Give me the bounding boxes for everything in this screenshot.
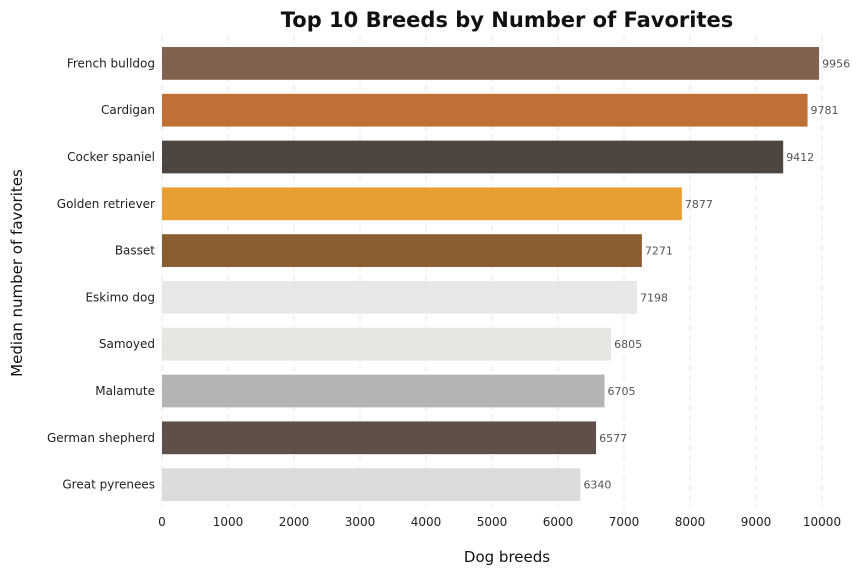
- labels: 0 1000 2000 3000 4000 5000 6000 7000 8000 9000 100…: [47, 56, 850, 529]
- bar: [162, 327, 612, 361]
- bar-value-label: 7877: [685, 198, 713, 211]
- bar: [162, 93, 808, 127]
- x-tick-label: 9000: [741, 515, 772, 529]
- bar-value-label: 6340: [583, 479, 611, 492]
- bar-value-label: 6805: [614, 338, 642, 351]
- x-tick-label: 10000: [803, 515, 841, 529]
- bar: [162, 468, 581, 501]
- bar-value-label: 9781: [811, 104, 839, 117]
- y-tick-label: Basset: [115, 244, 155, 258]
- bar: [162, 374, 605, 408]
- y-tick-label: Malamute: [95, 384, 155, 398]
- bar: [162, 187, 682, 221]
- bar-value-label: 9412: [786, 151, 814, 164]
- y-tick-label: Eskimo dog: [85, 290, 155, 304]
- bar: [162, 281, 638, 314]
- bar-value-label: 7271: [645, 245, 673, 258]
- x-tick-label: 6000: [543, 515, 574, 529]
- x-tick-label: 7000: [609, 515, 640, 529]
- x-tick-label: 5000: [477, 515, 508, 529]
- y-tick-label: French bulldog: [67, 56, 155, 70]
- bar: [162, 140, 784, 174]
- x-axis-label: Dog breeds: [464, 548, 550, 566]
- y-tick-label: Cardigan: [101, 103, 155, 117]
- chart-title: Top 10 Breeds by Number of Favorites: [281, 8, 734, 32]
- bars: [162, 47, 820, 501]
- x-tick-label: 1000: [213, 515, 244, 529]
- y-tick-label: Great pyrenees: [62, 478, 155, 492]
- bar-value-label: 7198: [640, 291, 668, 304]
- bar: [162, 47, 820, 80]
- bar-value-label: 9956: [822, 57, 850, 70]
- y-axis-label: Median number of favorites: [8, 169, 26, 377]
- y-tick-label: German shepherd: [47, 431, 155, 445]
- bar-value-label: 6705: [608, 385, 636, 398]
- bar: [162, 234, 642, 267]
- x-tick-label: 0: [158, 515, 166, 529]
- bar-value-label: 6577: [599, 432, 627, 445]
- x-tick-label: 8000: [675, 515, 706, 529]
- y-tick-label: Samoyed: [99, 337, 155, 351]
- x-tick-label: 2000: [279, 515, 310, 529]
- y-tick-label: Cocker spaniel: [67, 150, 155, 164]
- x-tick-label: 4000: [411, 515, 442, 529]
- bar: [162, 421, 597, 455]
- y-tick-label: Golden retriever: [57, 197, 155, 211]
- x-tick-label: 3000: [345, 515, 376, 529]
